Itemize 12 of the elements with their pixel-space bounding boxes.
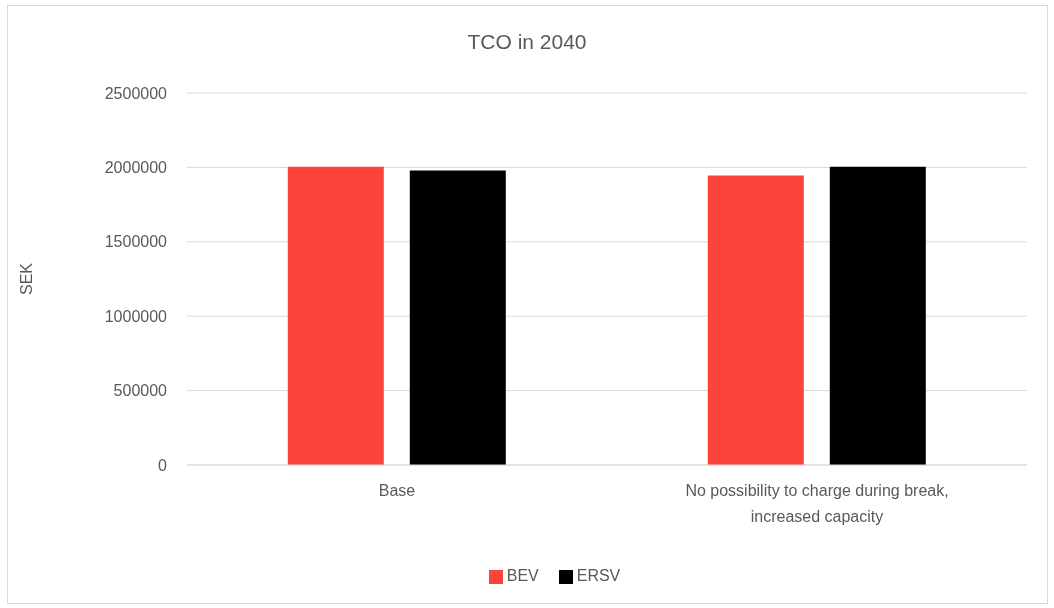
legend-label: ERSV (576, 567, 621, 584)
legend-label: BEV (506, 567, 539, 584)
y-axis-title: SEK (17, 262, 35, 296)
chart-title: TCO in 2040 (466, 30, 588, 54)
y-tick-label: 1500000 (104, 233, 168, 251)
x-tick-label: No possibility to charge during break, increased capacity (685, 482, 949, 525)
y-tick-label: 0 (158, 456, 168, 474)
y-tick-label: 2000000 (104, 159, 168, 177)
y-tick-label: 1000000 (104, 307, 168, 325)
x-tick-label: Base (378, 482, 416, 500)
y-tick-label: 500000 (113, 382, 168, 400)
y-tick-label: 2500000 (104, 84, 168, 102)
